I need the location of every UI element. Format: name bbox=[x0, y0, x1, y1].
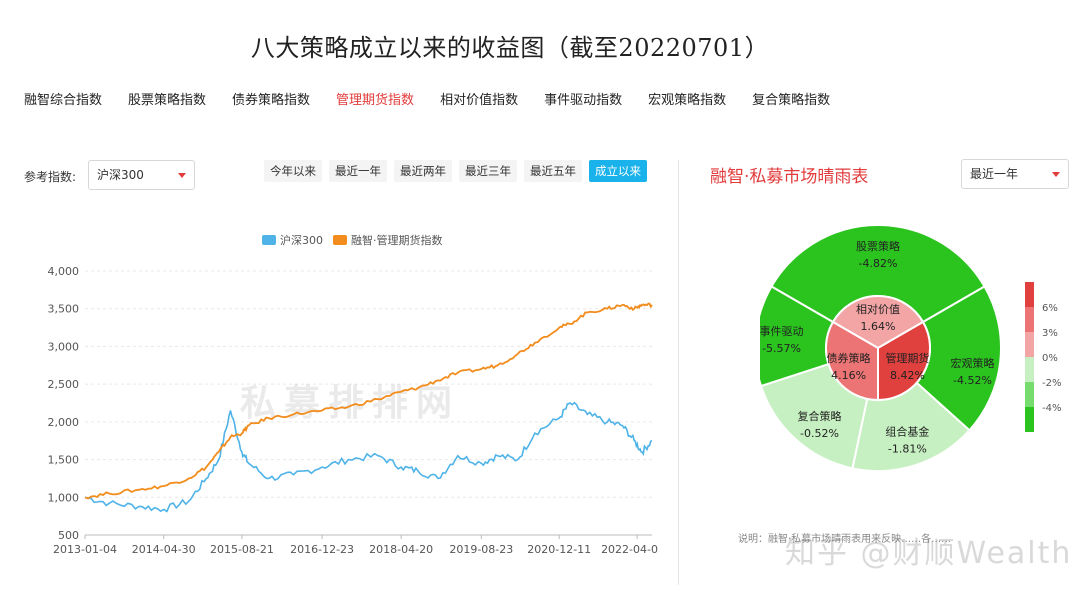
y-tick-label: 2,500 bbox=[48, 378, 80, 391]
period-5y-button[interactable]: 最近五年 bbox=[524, 160, 582, 182]
barometer-period-select[interactable]: 最近一年 bbox=[961, 159, 1069, 189]
barometer-outer-value: -0.52% bbox=[800, 427, 839, 440]
barometer-outer-label: 复合策略 bbox=[798, 409, 842, 423]
tab-multi-strategy[interactable]: 复合策略指数 bbox=[752, 93, 831, 108]
tab-relative-value[interactable]: 相对价值指数 bbox=[440, 93, 519, 108]
x-tick-label: 2020-12-11 bbox=[527, 543, 591, 556]
legend-swatch-managed-futures bbox=[333, 235, 347, 245]
barometer-outer-label: 宏观策略 bbox=[951, 356, 995, 370]
barometer-outer-label: 事件驱动 bbox=[760, 325, 804, 338]
barometer-title-text: 融智·私募市场晴雨表 bbox=[710, 167, 869, 187]
barometer-note: 说明：融智·私募市场晴雨表用来反映……各…… bbox=[738, 534, 952, 545]
barometer-inner-value: 1.64% bbox=[861, 320, 896, 333]
panel-divider bbox=[678, 160, 679, 585]
x-tick-label: 2016-12-23 bbox=[290, 543, 354, 556]
legend-label-managed-futures[interactable]: 融智·管理期货指数 bbox=[351, 233, 443, 247]
tab-bond[interactable]: 债券策略指数 bbox=[232, 93, 311, 108]
scale-label: 0% bbox=[1042, 353, 1058, 364]
zhihu-watermark: 知乎 @财顺Wealth bbox=[785, 536, 1073, 571]
barometer-period-value: 最近一年 bbox=[970, 167, 1019, 181]
scale-label: -4% bbox=[1042, 403, 1061, 414]
scale-swatch bbox=[1025, 382, 1034, 407]
period-2y-button[interactable]: 最近两年 bbox=[394, 160, 452, 182]
chevron-down-icon bbox=[1052, 172, 1060, 177]
barometer-inner-value: 4.16% bbox=[831, 369, 866, 382]
barometer-title: 融智·私募市场晴雨表 bbox=[710, 162, 868, 187]
y-tick-label: 1,000 bbox=[48, 491, 80, 504]
tab-composite[interactable]: 融智综合指数 bbox=[24, 93, 103, 108]
x-tick-label: 2018-04-20 bbox=[369, 543, 433, 556]
strategy-tabs: 融智综合指数 股票策略指数 债券策略指数 管理期货指数 相对价值指数 事件驱动指… bbox=[24, 89, 856, 108]
barometer-outer-value: -4.52% bbox=[953, 374, 992, 387]
barometer-inner-value: 8.42% bbox=[890, 369, 925, 382]
barometer-inner-segment bbox=[877, 320, 931, 402]
barometer-outer-value: -5.57% bbox=[762, 342, 801, 355]
tab-stock[interactable]: 股票策略指数 bbox=[128, 93, 207, 108]
y-tick-label: 3,000 bbox=[48, 340, 80, 353]
barometer-inner-label: 相对价值 bbox=[856, 302, 900, 316]
series-line-managed-futures bbox=[84, 302, 653, 500]
reference-index-label: 参考指数: bbox=[24, 170, 77, 184]
y-tick-label: 500 bbox=[58, 529, 79, 542]
period-1y-button[interactable]: 最近一年 bbox=[329, 160, 387, 182]
x-tick-label: 2014-04-30 bbox=[132, 543, 196, 556]
scale-label: -2% bbox=[1042, 378, 1061, 389]
reference-index-select[interactable]: 沪深300 bbox=[88, 160, 195, 190]
barometer-outer-value: -1.81% bbox=[888, 442, 927, 455]
barometer-outer-value: -4.82% bbox=[859, 257, 898, 270]
barometer-outer-label: 股票策略 bbox=[856, 239, 900, 253]
tab-managed-futures[interactable]: 管理期货指数 bbox=[336, 93, 415, 108]
barometer-outer-label: 组合基金 bbox=[885, 424, 929, 438]
barometer-inner-segment bbox=[831, 295, 925, 350]
legend-label-hs300[interactable]: 沪深300 bbox=[280, 233, 323, 247]
market-barometer-chart: 股票策略 -4.82% 宏观策略 -4.52% 组合基金 -1.81% 复合策略 -0.52%… bbox=[760, 224, 1061, 472]
barometer-inner-segment bbox=[825, 320, 879, 402]
scale-swatch bbox=[1025, 357, 1034, 382]
x-tick-label: 2019-08-23 bbox=[449, 543, 513, 556]
scale-swatch bbox=[1025, 332, 1034, 357]
period-inception-button[interactable]: 成立以来 bbox=[589, 160, 647, 182]
scale-label: 6% bbox=[1042, 303, 1058, 314]
y-tick-label: 3,500 bbox=[48, 303, 80, 316]
legend-swatch-hs300 bbox=[262, 235, 276, 245]
y-tick-label: 2,000 bbox=[48, 416, 80, 429]
scale-swatch bbox=[1025, 307, 1034, 332]
index-line-chart: 私募排排网 5001,0001,5002,0002,5003,0003,5004… bbox=[48, 233, 659, 556]
y-tick-label: 4,000 bbox=[48, 265, 80, 278]
chevron-down-icon bbox=[178, 173, 186, 178]
x-tick-label: 2015-08-21 bbox=[210, 543, 274, 556]
page-title: 八大策略成立以来的收益图（截至20220701） bbox=[250, 34, 770, 62]
scale-label: 3% bbox=[1042, 328, 1058, 339]
period-3y-button[interactable]: 最近三年 bbox=[459, 160, 517, 182]
reference-index-value: 沪深300 bbox=[97, 168, 144, 182]
chart-legend: 沪深300 融智·管理期货指数 bbox=[262, 233, 443, 247]
barometer-inner-label: 管理期货 bbox=[885, 351, 929, 365]
period-ytd-button[interactable]: 今年以来 bbox=[264, 160, 322, 182]
x-tick-label: 2022-04-0 bbox=[601, 543, 658, 556]
scale-swatch bbox=[1025, 407, 1034, 432]
barometer-inner-label: 债券策略 bbox=[827, 351, 871, 365]
series-line-hs300 bbox=[84, 401, 653, 513]
period-buttons: 今年以来 最近一年 最近两年 最近三年 最近五年 成立以来 bbox=[264, 160, 654, 182]
x-tick-label: 2013-01-04 bbox=[53, 543, 117, 556]
tab-macro[interactable]: 宏观策略指数 bbox=[648, 93, 727, 108]
scale-swatch bbox=[1025, 282, 1034, 307]
tab-event-driven[interactable]: 事件驱动指数 bbox=[544, 93, 623, 108]
y-tick-label: 1,500 bbox=[48, 454, 80, 467]
